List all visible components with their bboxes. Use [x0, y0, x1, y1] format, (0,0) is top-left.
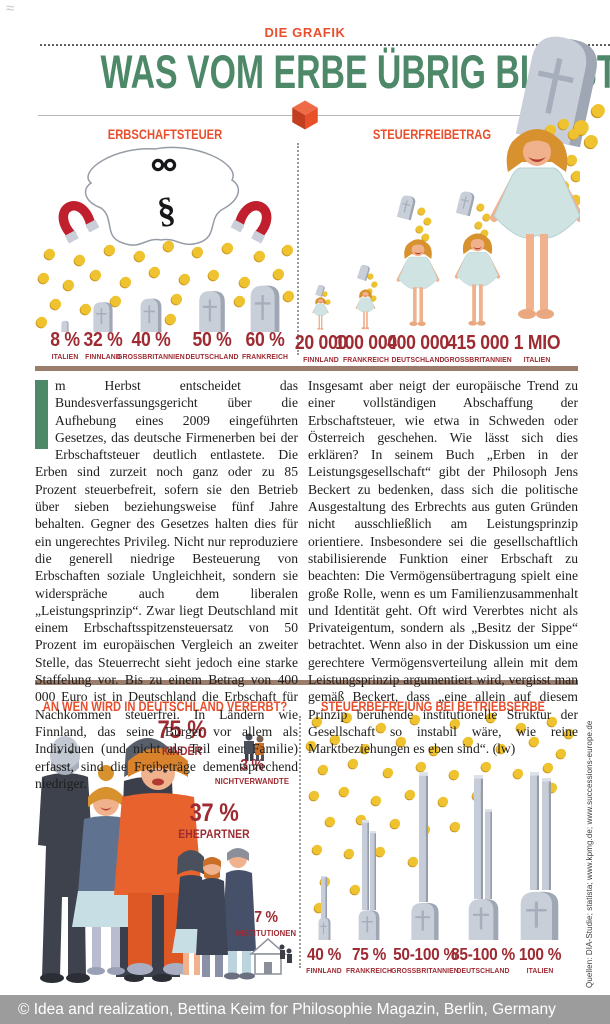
institution-icon — [249, 937, 292, 975]
vertical-divider-top — [297, 143, 299, 355]
article-column-left: m Herbst entscheidet das Bundesverfassun… — [35, 378, 298, 791]
woman-figure — [312, 129, 580, 331]
footer-credit: © Idea and realization, Bettina Keim for… — [0, 995, 610, 1024]
dropcap-block — [35, 380, 48, 449]
ghost-icon: § — [84, 146, 240, 246]
stat-betriebserbe-frankreich: 75 % FRANKREICH — [345, 944, 393, 975]
dotted-rule — [40, 44, 610, 46]
article-column-right: Insgesamt aber neigt der europäische Tre… — [308, 378, 578, 757]
stat-freibetrag-deutschland: 400 000 DEUTSCHLAND — [387, 332, 449, 364]
stat-freibetrag-finnland: 20 000 FINNLAND — [294, 332, 348, 364]
strangers-icon — [244, 733, 264, 761]
stat-erbschaftsteuer-frankreich: 60 % FRANKREICH — [241, 329, 289, 361]
vertical-divider-bottom — [299, 716, 301, 968]
stat-betriebserbe-italien: 100 % ITALIEN — [518, 944, 562, 975]
stat-erbschaftsteuer-grossbritannien: 40 % GROSSBRITANNIEN — [117, 329, 185, 361]
stat-vererbt-kinder: 75 % KINDER — [157, 716, 207, 758]
section-title-vererbt: AN WEN WIRD IN DEUTSCHLAND VERERBT? — [42, 698, 288, 714]
stat-vererbt-institutionen: 7 % INSTITUTIONEN — [235, 909, 297, 938]
stat-erbschaftsteuer-deutschland: 50 % DEUTSCHLAND — [185, 329, 239, 361]
stat-erbschaftsteuer-finnland: 32 % FINNLAND — [83, 329, 123, 361]
section-title-betriebserbe: STEUERBEFREIUNG BEI BETRIEBSERBE — [320, 698, 546, 714]
section-title-steuerfreibetrag: STEUERFREIBETRAG — [372, 126, 492, 142]
family-group — [38, 733, 292, 983]
stat-betriebserbe-grossbritannien: 50-100 % GROSSBRITANNIEN — [391, 944, 459, 975]
cube-icon — [292, 100, 318, 130]
divider-bar-lower — [35, 680, 578, 685]
steuerfreibetrag-illustration — [312, 118, 580, 331]
stat-erbschaftsteuer-italien: 8 % ITALIEN — [50, 329, 80, 361]
kicker: DIE GRAFIK — [264, 25, 346, 40]
stat-freibetrag-italien: 1 MIO ITALIEN — [513, 332, 561, 364]
stat-betriebserbe-deutschland: 85-100 % DEUTSCHLAND — [451, 944, 515, 975]
tombstone-icon — [315, 189, 477, 297]
tombstone-icon — [317, 890, 560, 940]
corner-mark: ≈ — [6, 0, 15, 17]
chimney-icon — [321, 772, 551, 920]
stat-vererbt-ehepartner: 37 % EHEPARTNER — [178, 799, 250, 841]
erbschaftsteuer-illustration: § — [35, 146, 295, 332]
stat-freibetrag-grossbritannien: 415 000 GROSSBRITANNIEN — [444, 332, 512, 364]
sources-note: Quellen: DIA-Studie; statista; www.kpmg.… — [585, 720, 594, 988]
figure-couples — [172, 848, 256, 980]
section-title-erbschaftsteuer: ERBSCHAFTSTEUER — [107, 126, 223, 142]
divider-bar-upper — [35, 366, 578, 371]
stat-betriebserbe-finnland: 40 % FINNLAND — [306, 944, 342, 975]
page-title: WAS VOM ERBE ÜBRIG BLEIBT — [100, 45, 610, 98]
stat-freibetrag-frankreich: 100 000 FRANKREICH — [335, 332, 397, 364]
stat-vererbt-nichtverwandte: 3 % NICHTVERWANDTE — [214, 757, 290, 786]
section-sign-icon: § — [155, 189, 178, 231]
